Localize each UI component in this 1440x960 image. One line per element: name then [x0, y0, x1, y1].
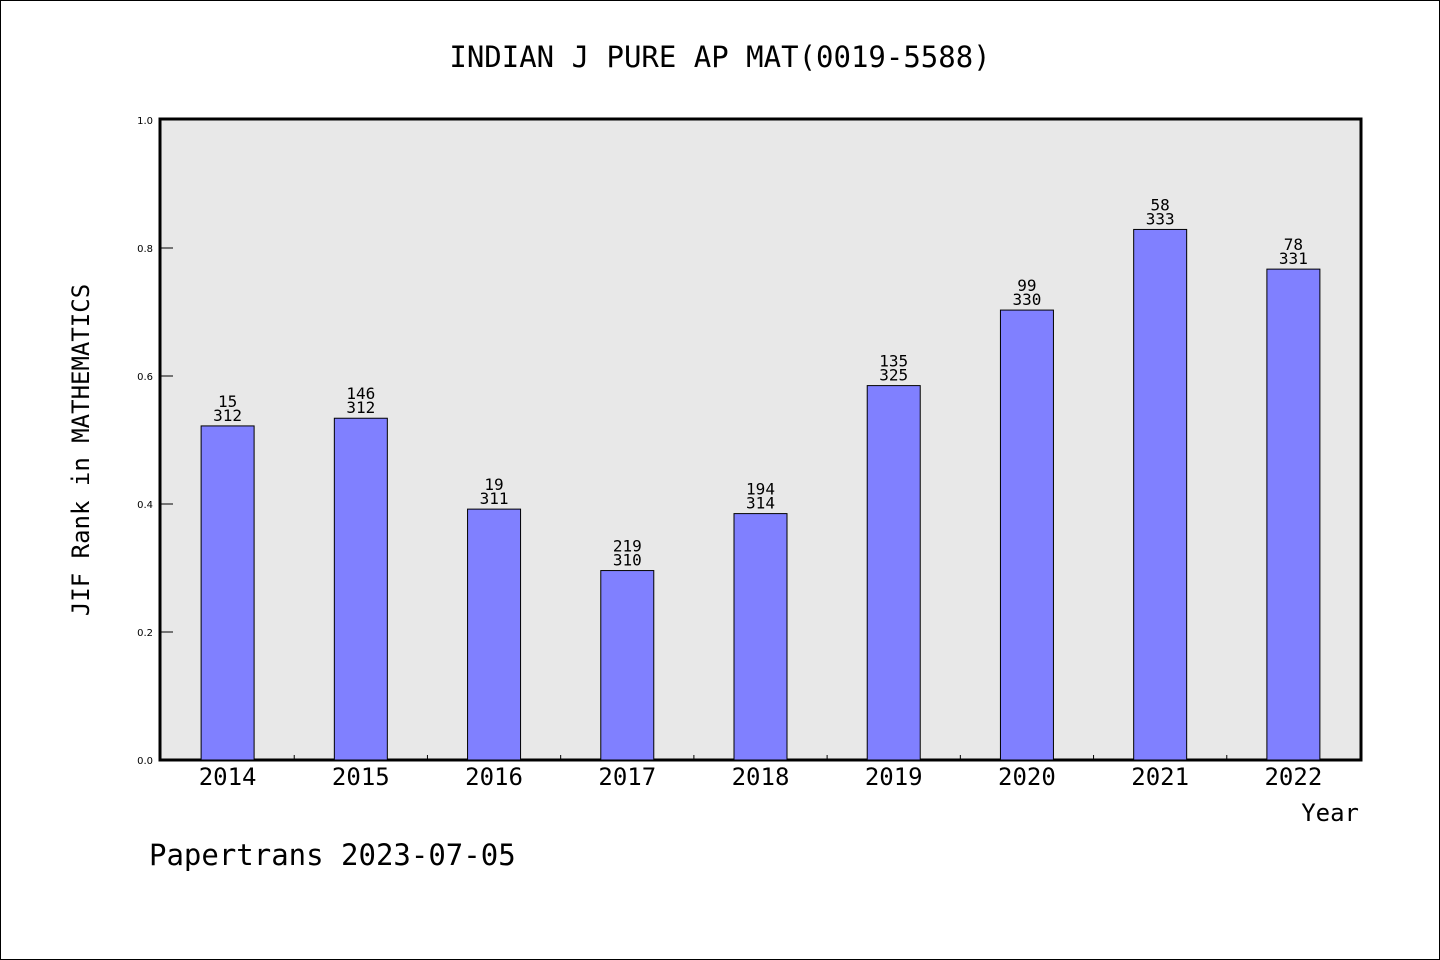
- bar-2018: [733, 513, 788, 761]
- x-category-label: 2021: [1131, 763, 1189, 791]
- x-category-label: 2019: [865, 763, 923, 791]
- x-axis-label: Year: [1301, 799, 1359, 827]
- x-category-label: 2022: [1264, 763, 1322, 791]
- bar-2021: [1133, 228, 1188, 761]
- bar-2014: [200, 425, 255, 761]
- bar-rank-label: 19: [484, 475, 503, 494]
- footer-credit: Papertrans 2023-07-05: [149, 838, 516, 872]
- bar-total-label: 314: [746, 494, 775, 513]
- bar-rank-label: 15: [218, 392, 237, 411]
- y-axis-ticks: 0.0 0.2 0.4 0.6 0.8 1.0: [137, 116, 173, 767]
- bar-total-label: 330: [1012, 290, 1041, 309]
- x-category-label: 2017: [598, 763, 656, 791]
- x-category-label: 2014: [199, 763, 257, 791]
- bar-total-label: 333: [1146, 209, 1175, 228]
- y-tick-label: 0.2: [137, 628, 153, 639]
- x-category-label: 2018: [732, 763, 790, 791]
- bar-rank-label: 58: [1151, 195, 1170, 214]
- x-axis-ticks: [293, 755, 1228, 760]
- bar-rank-label: 78: [1284, 235, 1303, 254]
- bar-total-label: 312: [346, 398, 375, 417]
- bar-labels-group: 1531214631219311219310194314135325993305…: [213, 195, 1308, 569]
- bar-2019: [866, 385, 921, 761]
- bar-total-label: 331: [1279, 249, 1308, 268]
- y-tick-label: 0.0: [137, 756, 153, 767]
- bar-2020: [999, 309, 1054, 761]
- x-category-label: 2016: [465, 763, 523, 791]
- bars-group: [200, 228, 1321, 761]
- bar-rank-label: 194: [746, 480, 775, 499]
- bar-2016: [467, 508, 522, 761]
- bar-total-label: 311: [480, 489, 509, 508]
- bar-rank-label: 219: [613, 537, 642, 556]
- y-tick-label: 1.0: [137, 116, 153, 127]
- chart-title: INDIAN J PURE AP MAT(0019-5588): [449, 40, 990, 74]
- bar-2015: [333, 417, 388, 761]
- x-category-label: 2015: [332, 763, 390, 791]
- bar-rank-label: 99: [1017, 276, 1036, 295]
- bar-total-label: 312: [213, 406, 242, 425]
- bar-rank-label: 146: [346, 384, 375, 403]
- bar-2017: [600, 570, 655, 761]
- y-tick-label: 0.8: [137, 244, 153, 255]
- x-category-label: 2020: [998, 763, 1056, 791]
- category-labels-group: 2014 2015 2016 2017 2018 2019 2020 2021 2022: [199, 763, 1323, 791]
- bar-total-label: 310: [613, 551, 642, 570]
- y-axis-label: JIF Rank in MATHEMATICS: [67, 284, 95, 616]
- bar-rank-label: 135: [879, 352, 908, 371]
- bar-total-label: 325: [879, 366, 908, 385]
- y-tick-label: 0.4: [137, 500, 153, 511]
- bar-2022: [1266, 268, 1321, 761]
- y-tick-label: 0.6: [137, 372, 153, 383]
